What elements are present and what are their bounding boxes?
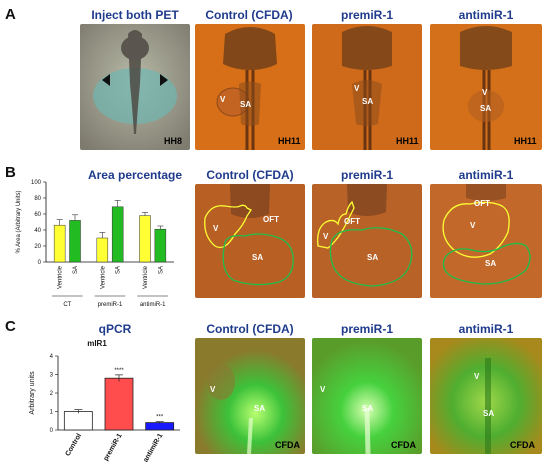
category-label-b: Ventricle	[100, 265, 106, 289]
embryo-image-antimir-a	[430, 24, 542, 150]
fluorescence-image-antimir	[430, 338, 542, 454]
significance-label-c: ***	[156, 415, 164, 421]
y-tick-label-c: 0	[50, 428, 54, 434]
bar-b	[111, 206, 124, 263]
category-label-b: SA	[116, 266, 122, 274]
embryo-image-control-b	[195, 184, 305, 298]
title-a-control: Control (CFDA)	[205, 8, 293, 22]
category-label-c: Control	[65, 432, 84, 457]
label-v-b4: V	[470, 221, 476, 230]
bar-b	[69, 220, 81, 263]
title-b-control: Control (CFDA)	[206, 168, 294, 182]
category-label-b: Ventricle	[58, 265, 64, 289]
panel-letter-b: B	[5, 164, 16, 181]
label-oft-b4: OFT	[474, 199, 490, 208]
label-sa-a3: SA	[362, 97, 374, 106]
label-v-a4: V	[482, 88, 488, 97]
label-oft-b3: OFT	[344, 217, 360, 226]
y-tick-label-c: 2	[50, 391, 54, 397]
title-c-premir: premiR-1	[340, 322, 393, 336]
title-c-control: Control (CFDA)	[206, 322, 294, 336]
group-label-b: CT	[63, 302, 71, 308]
y-tick-label-c: 3	[50, 373, 54, 379]
embryo-image-antimir-b	[430, 184, 542, 298]
title-a-premir: premiR-1	[340, 8, 393, 22]
category-label-b: SA	[73, 266, 79, 274]
bar-b	[53, 224, 66, 263]
title-b-antimir: antimiR-1	[458, 168, 514, 182]
y-tick-label-b: 20	[34, 244, 41, 250]
group-label-b: premiR-1	[98, 302, 123, 308]
label-sa-b3: SA	[367, 253, 379, 262]
y-tick-label-b: 0	[38, 260, 42, 266]
embryo-image-control-a	[195, 24, 305, 150]
label-sa-c4: SA	[483, 409, 495, 418]
label-v-c2: V	[210, 385, 216, 394]
stage-label-a1: HH8	[164, 136, 183, 146]
stage-label-c4: CFDA	[510, 440, 535, 450]
bar-c	[63, 411, 93, 431]
stage-label-a3: HH11	[396, 136, 419, 146]
label-sa-b2: SA	[252, 253, 264, 262]
y-tick-label-c: 1	[50, 410, 54, 416]
title-b-area: Area percentage	[87, 168, 183, 182]
embryo-image-premir-a	[312, 24, 422, 150]
label-v-c3: V	[320, 385, 326, 394]
title-a-inject: Inject both PET	[91, 8, 179, 22]
bar-c	[145, 422, 175, 431]
panel-letter-c: C	[5, 318, 16, 335]
label-sa-c3: SA	[362, 404, 374, 413]
label-oft-b2: OFT	[263, 215, 279, 224]
y-tick-label-b: 40	[34, 228, 41, 234]
bar-c	[104, 377, 134, 431]
label-v-a2: V	[220, 95, 226, 104]
bar-b	[96, 237, 109, 263]
title-b-premir: premiR-1	[340, 168, 393, 182]
stage-label-c3: CFDA	[391, 440, 416, 450]
title-a-antimir: antimiR-1	[458, 8, 514, 22]
y-tick-label-c: 4	[50, 354, 54, 360]
title-c-antimir: antimiR-1	[458, 322, 514, 336]
fluorescence-image-premir	[312, 338, 422, 454]
y-tick-label-b: 100	[31, 180, 42, 186]
significance-label-c: ****	[114, 368, 124, 374]
label-v-b2: V	[213, 224, 219, 233]
stage-label-a4: HH11	[514, 136, 537, 146]
y-axis-title-b: % Area (Arbitrary Units)	[16, 190, 22, 253]
chart-title-c: mIR1	[87, 339, 107, 348]
category-label-b: SA	[158, 266, 164, 274]
label-v-a3: V	[354, 84, 360, 93]
area-percentage-chart: 0 20 40 60 80 100 % Area (Arbitrary Units) Vent…	[16, 180, 174, 308]
group-label-b: antimiR-1	[140, 302, 166, 308]
y-tick-label-b: 60	[34, 212, 41, 218]
label-v-c4: V	[474, 372, 480, 381]
y-axis-title-c: Arbitrary units	[29, 371, 36, 415]
label-sa-b4: SA	[485, 259, 497, 268]
stage-label-a2: HH11	[278, 136, 301, 146]
category-label-c: premiR-1	[102, 432, 123, 462]
category-label-c: antimiR-1	[142, 432, 164, 462]
embryo-image-premir-b	[312, 184, 422, 298]
label-sa-a4: SA	[480, 104, 492, 113]
category-label-b: Ventricle	[143, 265, 149, 289]
panel-letter-a: A	[5, 6, 16, 23]
y-tick-label-b: 80	[34, 196, 41, 202]
label-sa-a2: SA	[240, 100, 252, 109]
label-v-b3: V	[323, 232, 329, 241]
label-sa-c2: SA	[254, 404, 266, 413]
embryo-image-hh8	[80, 24, 190, 150]
qpcr-mir1-chart: mIR1 0 1 2 3 4 Arbitrary units Control **** premi…	[29, 339, 180, 462]
bar-b	[139, 215, 151, 263]
bar-b	[154, 228, 167, 263]
fluorescence-image-control	[195, 338, 305, 454]
title-c-qpcr: qPCR	[98, 322, 132, 336]
stage-label-c2: CFDA	[275, 440, 300, 450]
